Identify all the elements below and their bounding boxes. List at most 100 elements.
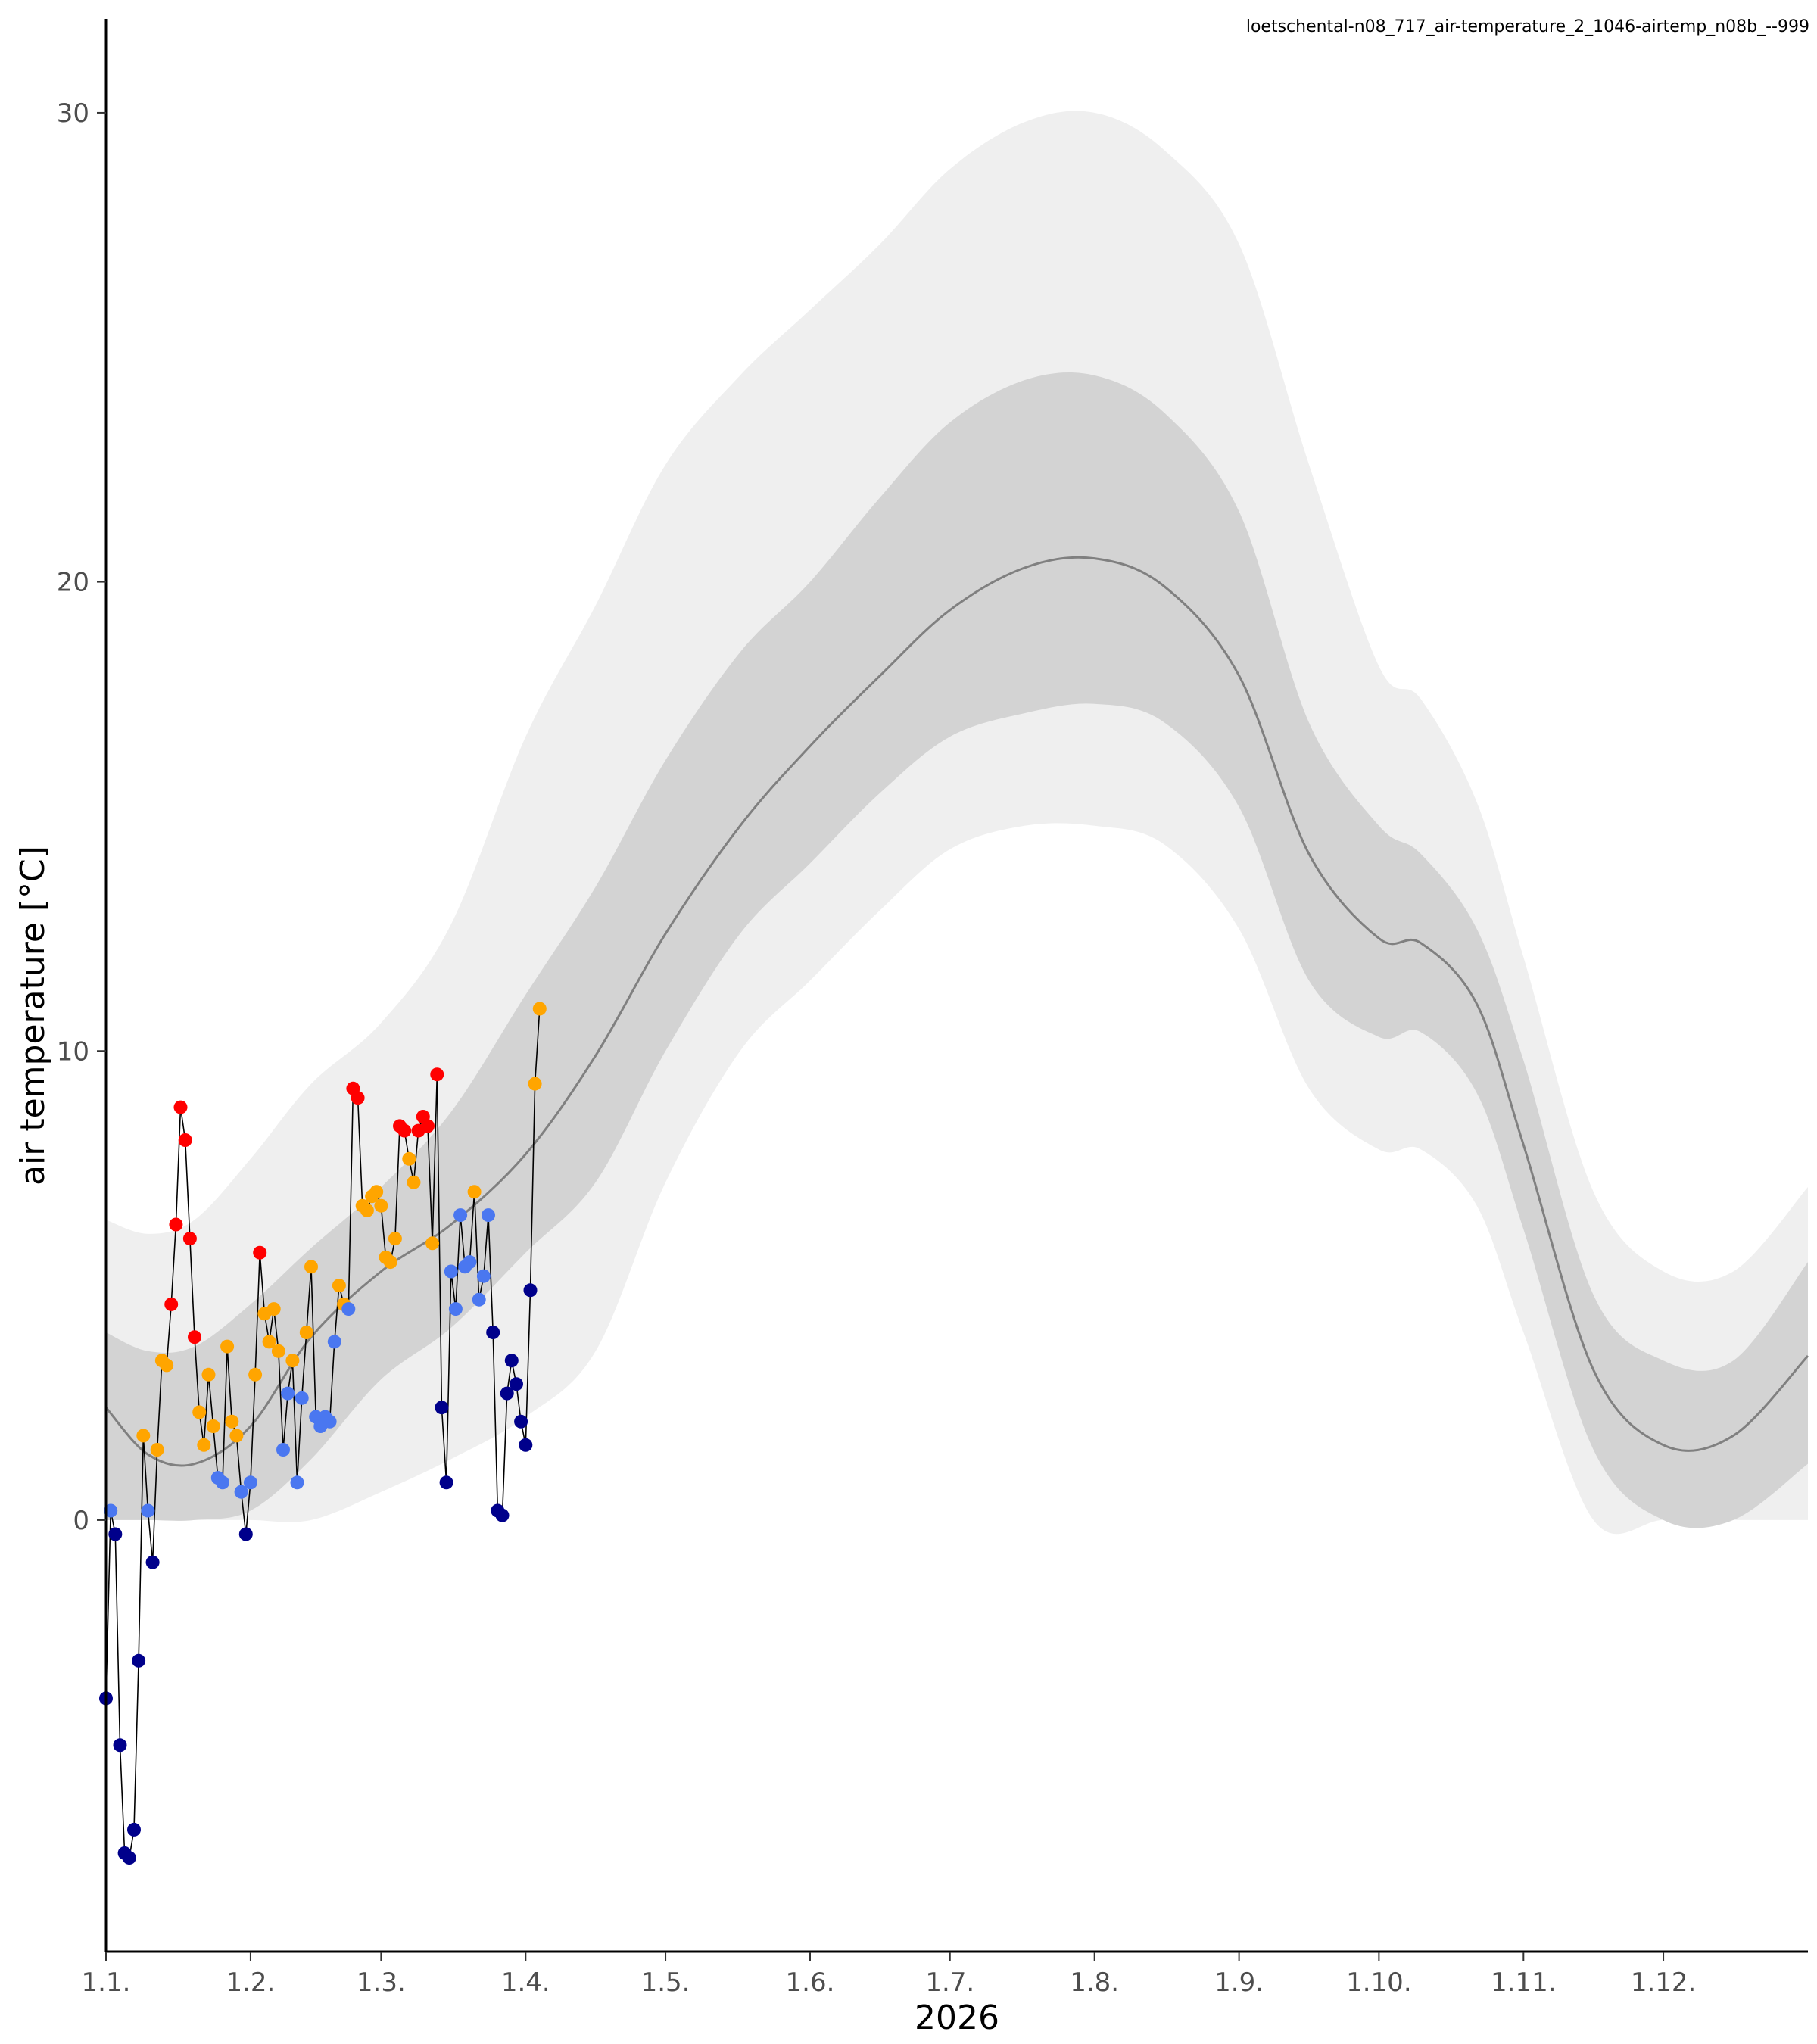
observation-point — [178, 1133, 192, 1147]
observation-point — [514, 1414, 528, 1429]
observation-point — [397, 1123, 412, 1138]
observation-point — [266, 1302, 281, 1316]
observation-point — [327, 1335, 341, 1349]
observation-point — [453, 1208, 468, 1223]
observation-point — [164, 1297, 179, 1311]
observation-point — [136, 1429, 151, 1443]
observation-point — [360, 1203, 374, 1217]
observation-point — [304, 1260, 318, 1274]
observation-point — [472, 1292, 486, 1307]
observation-point — [388, 1232, 402, 1246]
observation-point — [113, 1738, 127, 1753]
observation-point — [402, 1151, 416, 1166]
observation-point — [173, 1100, 188, 1114]
observation-point — [132, 1653, 146, 1668]
observation-point — [476, 1269, 491, 1283]
observation-point — [122, 1851, 136, 1865]
x-tick-label: 1.10. — [1346, 1968, 1412, 1998]
observation-point — [141, 1503, 155, 1518]
observation-point — [486, 1326, 500, 1339]
observation-point — [182, 1232, 197, 1246]
observation-point — [127, 1822, 141, 1837]
observation-point — [188, 1330, 201, 1344]
observation-point — [369, 1185, 384, 1199]
observation-point — [229, 1429, 244, 1443]
observation-point — [374, 1198, 388, 1213]
observation-point — [145, 1555, 160, 1569]
observation-point — [206, 1419, 220, 1433]
observation-point — [351, 1091, 365, 1105]
observation-point — [407, 1175, 421, 1189]
observation-point — [532, 1002, 547, 1016]
x-tick-label: 1.2. — [226, 1968, 275, 1998]
observation-point — [225, 1414, 239, 1429]
observation-point — [253, 1245, 267, 1260]
observation-point — [201, 1367, 216, 1382]
x-tick-label: 1.11. — [1491, 1968, 1557, 1998]
observation-point — [519, 1438, 533, 1452]
x-tick-label: 1.5. — [641, 1968, 690, 1998]
observation-point — [425, 1236, 440, 1251]
observation-point — [463, 1255, 477, 1270]
observation-point — [248, 1367, 263, 1382]
observation-point — [495, 1508, 510, 1522]
axes: 0 10 20 30 1.1. 1.2. 1.3. 1.4. 1.5. 1.6. 1.7. 1.8.… — [14, 19, 1808, 2037]
y-tick-label: 30 — [57, 98, 89, 129]
observation-point — [197, 1438, 211, 1452]
observation-point — [285, 1354, 300, 1368]
observation-point — [281, 1386, 295, 1401]
observation-point — [276, 1443, 290, 1457]
observation-point — [216, 1475, 229, 1490]
x-tick-label: 1.6. — [786, 1968, 835, 1998]
observation-point — [467, 1185, 482, 1199]
observation-point — [435, 1401, 449, 1415]
observation-point — [430, 1067, 444, 1082]
x-tick-label: 1.1. — [82, 1968, 131, 1998]
observation-point — [482, 1208, 495, 1223]
observation-point — [504, 1354, 519, 1368]
observation-point — [448, 1302, 463, 1316]
y-axis-title: air temperature [°C] — [14, 846, 52, 1186]
observation-point — [243, 1475, 257, 1490]
climatology-median-line — [104, 556, 1809, 1467]
observation-point — [104, 1503, 118, 1518]
x-tick-label: 1.7. — [925, 1968, 974, 1998]
observation-point — [290, 1475, 304, 1490]
observation-point — [510, 1377, 523, 1391]
observation-point — [528, 1077, 542, 1091]
observation-point — [421, 1119, 435, 1133]
y-tick-label: 10 — [57, 1036, 89, 1067]
observation-point — [444, 1264, 458, 1279]
observation-point — [169, 1217, 183, 1232]
observation-point — [500, 1386, 514, 1401]
y-ticks: 0 10 20 30 — [57, 98, 106, 1536]
observation-point — [439, 1475, 453, 1490]
observation-point — [295, 1391, 309, 1405]
observation-point — [262, 1335, 276, 1349]
x-tick-label: 1.9. — [1214, 1968, 1264, 1998]
x-tick-label: 1.12. — [1631, 1968, 1697, 1998]
x-tick-label: 1.3. — [357, 1968, 406, 1998]
observation-point — [150, 1443, 164, 1457]
x-ticks: 1.1. 1.2. 1.3. 1.4. 1.5. 1.6. 1.7. 1.8. 1.9. 1.10… — [82, 1952, 1697, 1998]
observation-point — [108, 1527, 123, 1541]
observation-point — [160, 1358, 174, 1373]
observation-point — [523, 1283, 538, 1298]
observation-points — [99, 1002, 547, 1865]
observation-point — [234, 1485, 248, 1499]
observation-point — [323, 1414, 337, 1429]
y-tick-label: 0 — [73, 1506, 89, 1536]
y-tick-label: 20 — [57, 568, 89, 598]
chart-header-label: loetschental-n08_717_air-temperature_2_1… — [1246, 17, 1809, 36]
observation-point — [238, 1527, 253, 1541]
observation-point — [192, 1405, 207, 1419]
observation-point — [220, 1339, 235, 1354]
x-tick-label: 1.8. — [1070, 1968, 1119, 1998]
x-axis-title: 2026 — [915, 1999, 999, 2037]
plot-area — [99, 111, 1809, 1865]
x-tick-label: 1.4. — [501, 1968, 550, 1998]
observation-point — [332, 1279, 346, 1293]
observation-point — [383, 1255, 397, 1270]
observation-point — [299, 1326, 313, 1339]
